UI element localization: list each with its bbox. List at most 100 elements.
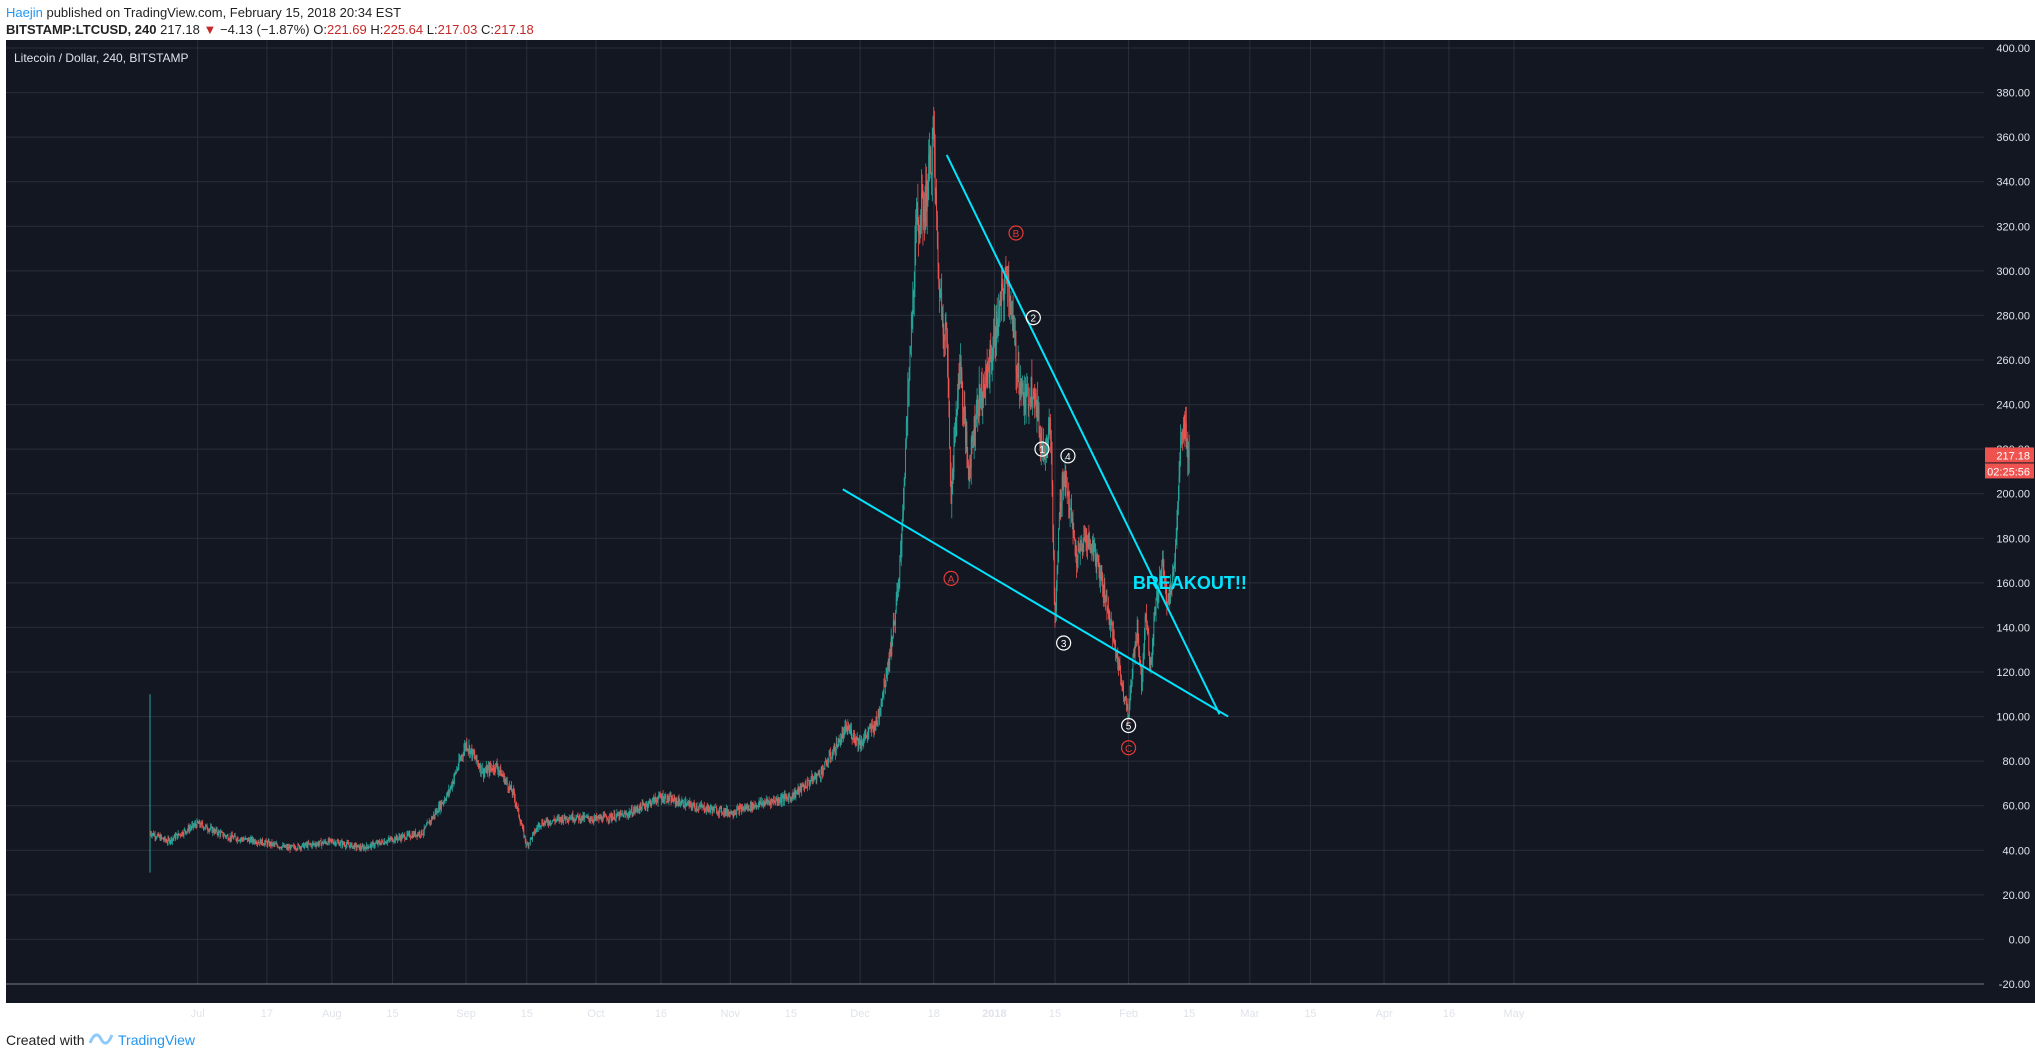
candle-body — [1183, 424, 1184, 441]
candle-body — [228, 839, 230, 841]
candle-body — [785, 796, 787, 797]
candle-body — [271, 841, 273, 846]
candle-body — [1169, 592, 1171, 603]
candle-body — [309, 843, 310, 845]
candle-body — [213, 831, 215, 833]
candle-body — [975, 426, 976, 435]
candle-body — [1011, 304, 1013, 310]
candle-body — [1125, 696, 1127, 701]
candle-body — [547, 820, 549, 824]
candle-body — [492, 770, 494, 771]
candle-body — [435, 812, 437, 814]
candle-body — [1170, 584, 1171, 603]
candle-body — [1167, 601, 1168, 606]
candle-body — [799, 785, 801, 788]
candle-body — [898, 577, 900, 582]
candle-body — [706, 806, 708, 811]
candle-body — [514, 791, 515, 798]
candle-body — [445, 799, 447, 801]
candle-body — [776, 798, 777, 801]
candle-body — [293, 845, 295, 847]
candle-body — [439, 802, 441, 811]
candle-body — [1096, 555, 1098, 569]
candle-body — [1074, 536, 1075, 540]
published-text: published on TradingView.com, February 1… — [42, 5, 402, 20]
candle-body — [375, 843, 377, 844]
candle-body — [613, 813, 615, 818]
candle-body — [882, 693, 884, 695]
candle-body — [1174, 558, 1176, 566]
candle-body — [246, 838, 248, 840]
candle-body — [1021, 387, 1023, 394]
candle-body — [1136, 619, 1138, 642]
candle-body — [832, 753, 834, 758]
tradingview-brand-link[interactable]: TradingView — [118, 1032, 196, 1048]
candle-body — [880, 703, 882, 711]
candle-body — [1102, 585, 1104, 595]
candle-body — [275, 843, 276, 845]
candle-body — [732, 814, 734, 816]
trendline-lower[interactable] — [842, 488, 1229, 718]
candle-body — [1154, 612, 1156, 616]
wave-label-2: 2 — [1025, 310, 1041, 326]
candle-body — [441, 802, 443, 804]
wave-text: 1 — [1039, 445, 1045, 456]
candle-body — [283, 845, 284, 847]
author-link[interactable]: Haejin — [6, 5, 43, 20]
candle-body — [615, 815, 617, 819]
candle-body — [223, 834, 225, 836]
trendline-upper[interactable] — [945, 154, 1221, 715]
candle-body — [813, 777, 815, 779]
candle-body — [200, 825, 201, 827]
candle-body — [896, 594, 898, 599]
candle-body — [939, 293, 941, 298]
candle-body — [529, 842, 530, 844]
candle-body — [586, 816, 588, 818]
candle-body — [810, 780, 812, 783]
candle-body — [428, 821, 430, 825]
candle-body — [321, 843, 323, 846]
candle-body — [809, 782, 811, 785]
candle-body — [944, 328, 946, 341]
candle-body — [545, 818, 547, 822]
candle-body — [223, 835, 225, 837]
candle-body — [332, 842, 334, 844]
candle-body — [698, 808, 699, 810]
candle-body — [179, 834, 181, 836]
candle-body — [758, 801, 760, 804]
candle-body — [928, 154, 930, 176]
candle-body — [394, 837, 396, 841]
candle-body — [152, 833, 154, 835]
candle-body — [616, 812, 618, 816]
candle-body — [172, 838, 174, 840]
candle-body — [954, 419, 956, 431]
candle-body — [489, 765, 491, 773]
candle-body — [839, 739, 841, 746]
candle-body — [770, 801, 772, 805]
candle-body — [800, 785, 802, 792]
candle-body — [746, 805, 748, 810]
x-tick-label: 15 — [1049, 1008, 1061, 1020]
candle-body — [965, 432, 967, 444]
candle-body — [718, 812, 720, 814]
candle-body — [407, 833, 409, 835]
candle-body — [600, 816, 602, 819]
candle-body — [843, 732, 844, 738]
candle-body — [1173, 565, 1175, 575]
candle-body — [405, 837, 407, 839]
candle-body — [1139, 650, 1140, 658]
candle-body — [559, 817, 561, 821]
candle-body — [239, 840, 240, 842]
x-axis-ticks: Jul 17 Aug 15 Sep 15 Oct 16 Nov 15 Dec 18 2018 15 Feb 1… — [191, 1008, 1525, 1020]
candle-body — [677, 802, 678, 806]
candle-body — [363, 846, 365, 850]
candle-body — [1183, 424, 1185, 428]
candle-body — [224, 834, 226, 836]
candle-body — [396, 835, 398, 839]
candle-body — [635, 809, 637, 812]
candle-body — [1137, 619, 1139, 637]
y-tick-label: 340.00 — [1996, 177, 2030, 189]
candle-body — [818, 771, 820, 774]
candle-body — [1068, 493, 1070, 505]
